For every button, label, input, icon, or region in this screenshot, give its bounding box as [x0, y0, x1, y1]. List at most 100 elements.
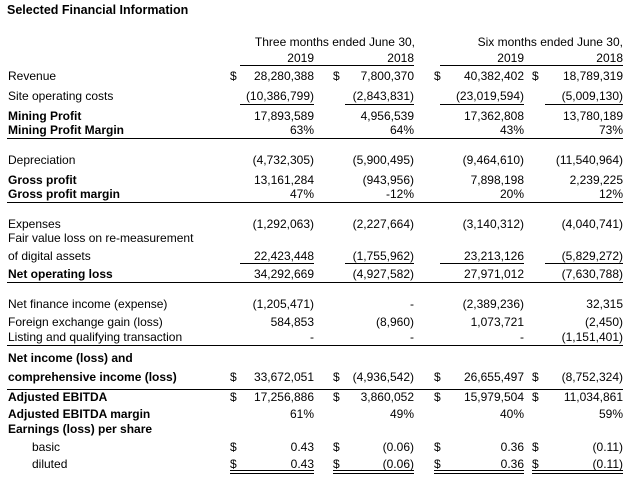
rule-line: [545, 104, 623, 105]
table-cell: (0.06): [382, 457, 414, 471]
header-six-months: Six months ended June 30,: [477, 35, 623, 49]
header-6m-2019: 2019: [497, 51, 524, 65]
double-rule: [532, 470, 623, 474]
currency-symbol: $: [333, 440, 340, 454]
table-cell: (3,140,312): [462, 217, 524, 231]
row-label: Fair value loss on re-measurement: [8, 231, 194, 245]
currency-symbol: $: [532, 370, 539, 384]
table-cell: 12%: [598, 187, 623, 201]
row-label: Adjusted EBITDA: [8, 390, 108, 404]
table-cell: (1,755,962): [352, 249, 414, 263]
row-label: Net income (loss) and: [8, 351, 133, 365]
row-label: Mining Profit: [8, 109, 82, 123]
table-cell: 11,034,861: [563, 390, 623, 404]
currency-symbol: $: [434, 457, 441, 471]
header-3m-2019: 2019: [287, 51, 314, 65]
row-label: Gross profit margin: [8, 187, 121, 201]
rule-line: [240, 263, 314, 264]
currency-symbol: $: [333, 69, 340, 83]
row-label: diluted: [32, 457, 68, 471]
table-cell: 43%: [499, 123, 524, 137]
table-cell: 1,073,721: [470, 315, 524, 329]
table-cell: 13,780,189: [562, 109, 623, 123]
table-cell: (4,040,741): [561, 217, 623, 231]
table-cell: 40,382,402: [463, 69, 524, 83]
table-cell: (7,630,788): [561, 267, 623, 281]
header-6m-2018: 2018: [596, 51, 623, 65]
rule-line: [240, 65, 414, 66]
table-cell: 20%: [499, 187, 524, 201]
currency-symbol: $: [230, 440, 237, 454]
table-cell: (5,900,495): [352, 153, 414, 167]
table-cell: (0.11): [592, 440, 623, 454]
currency-symbol: $: [532, 457, 539, 471]
header-3m-2018: 2018: [387, 51, 414, 65]
rule-line: [7, 345, 623, 346]
table-cell: (1,292,063): [252, 217, 314, 231]
currency-symbol: $: [333, 370, 340, 384]
table-cell: (9,464,610): [462, 153, 524, 167]
table-cell: 15,979,504: [463, 390, 524, 404]
table-cell: (0.11): [592, 457, 623, 471]
table-cell: 0.36: [500, 457, 524, 471]
table-cell: (2,450): [584, 315, 623, 329]
row-label: of digital assets: [8, 249, 91, 263]
table-cell: 0.36: [500, 440, 524, 454]
table-cell: (8,960): [375, 315, 414, 329]
currency-symbol: $: [434, 440, 441, 454]
table-cell: 17,893,589: [253, 109, 314, 123]
currency-symbol: $: [333, 390, 340, 404]
table-cell: -: [410, 297, 414, 311]
table-cell: 33,672,051: [253, 370, 314, 384]
table-cell: 0.43: [290, 440, 314, 454]
double-rule: [230, 470, 314, 474]
table-cell: (1,151,401): [561, 330, 623, 344]
table-cell: 47%: [289, 187, 314, 201]
table-cell: 64%: [389, 123, 414, 137]
currency-symbol: $: [434, 370, 441, 384]
currency-symbol: $: [230, 69, 237, 83]
table-cell: (11,540,964): [555, 153, 623, 167]
table-cell: 3,860,052: [360, 390, 414, 404]
table-cell: 7,800,370: [360, 69, 414, 83]
row-label: Listing and qualifying transaction: [8, 330, 183, 344]
table-cell: 4,956,539: [360, 109, 414, 123]
rule-line: [7, 202, 623, 203]
currency-symbol: $: [230, 457, 237, 471]
table-cell: 7,898,198: [470, 173, 524, 187]
table-cell: 584,853: [270, 315, 314, 329]
table-cell: (4,732,305): [252, 153, 314, 167]
table-cell: 27,971,012: [463, 267, 524, 281]
table-cell: (1,205,471): [252, 297, 314, 311]
double-rule: [434, 470, 524, 474]
table-cell: 49%: [389, 407, 414, 421]
row-label: comprehensive income (loss): [8, 370, 177, 384]
rule-line: [440, 263, 524, 264]
table-cell: 17,256,886: [253, 390, 314, 404]
table-cell: (10,386,799): [245, 89, 314, 103]
table-cell: (4,936,542): [352, 370, 414, 384]
currency-symbol: $: [532, 69, 539, 83]
currency-symbol: $: [434, 69, 441, 83]
currency-symbol: $: [532, 390, 539, 404]
table-cell: 18,789,319: [562, 69, 623, 83]
currency-symbol: $: [230, 390, 237, 404]
table-cell: 28,280,388: [253, 69, 314, 83]
table-cell: 40%: [499, 407, 524, 421]
rule-line: [345, 104, 414, 105]
header-three-months: Three months ended June 30,: [254, 35, 415, 49]
table-cell: 22,423,448: [253, 249, 314, 263]
table-cell: (23,019,594): [455, 89, 524, 103]
table-cell: 63%: [289, 123, 314, 137]
rule-line: [240, 104, 314, 105]
table-cell: (4,927,582): [352, 267, 414, 281]
row-label: Net finance income (expense): [8, 297, 168, 311]
table-cell: -: [520, 330, 524, 344]
table-cell: (5,009,130): [561, 89, 623, 103]
row-label: Net operating loss: [8, 267, 113, 281]
currency-symbol: $: [434, 390, 441, 404]
rule-line: [440, 104, 524, 105]
currency-symbol: $: [532, 440, 539, 454]
table-cell: 73%: [598, 123, 623, 137]
table-cell: 32,315: [586, 297, 623, 311]
